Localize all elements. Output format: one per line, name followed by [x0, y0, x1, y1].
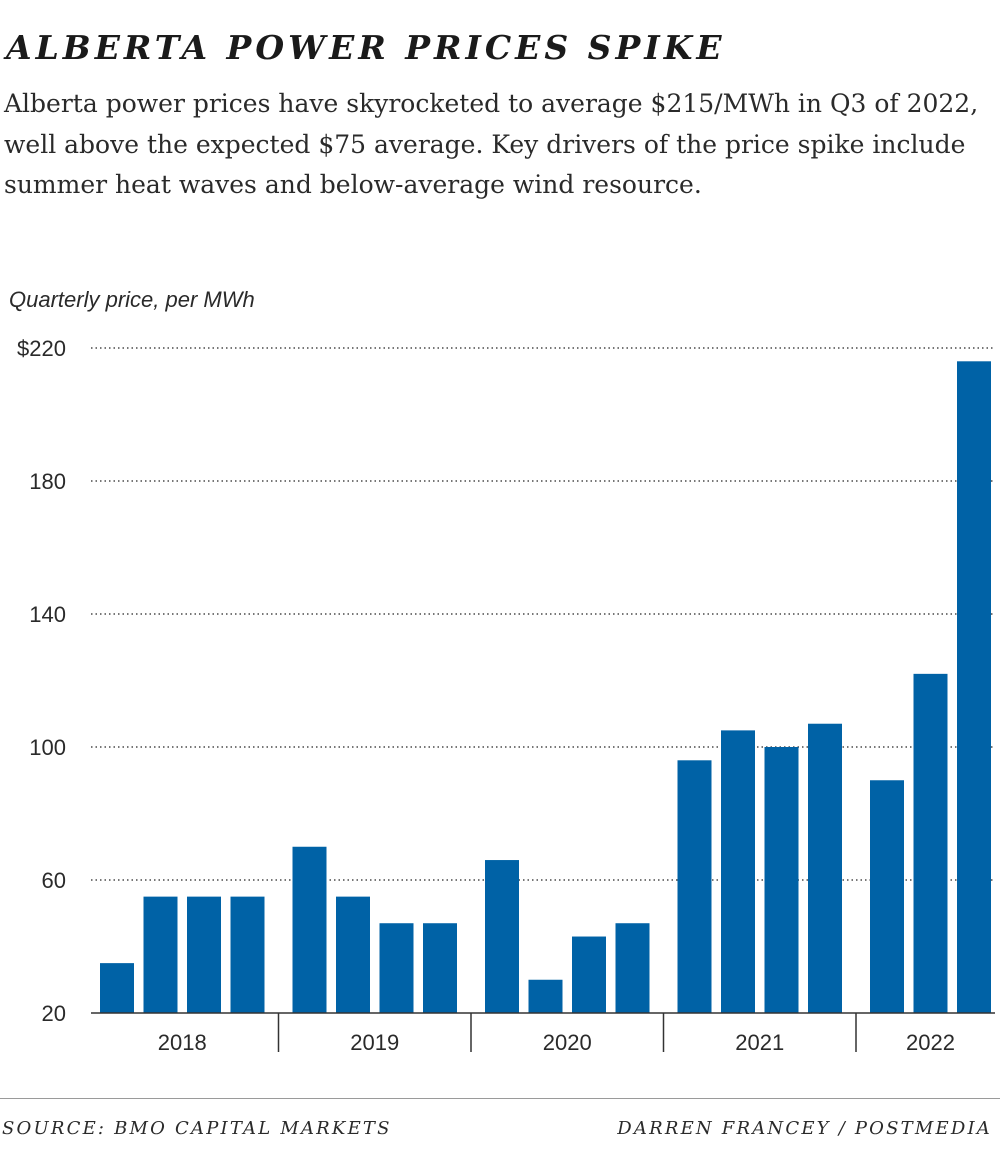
bar-chart: 20 60 100 140 180 $220 2018 2019 2020 2021 2022: [17, 336, 995, 1055]
bar: [423, 923, 457, 1013]
bar: [957, 361, 991, 1013]
footer-divider: [0, 1098, 1000, 1099]
x-tick-label: 2022: [906, 1030, 955, 1055]
bar: [528, 979, 563, 1013]
bar: [336, 896, 370, 1013]
bar: [485, 860, 519, 1013]
author-credit: DARREN FRANCEY / POSTMEDIA: [617, 1118, 992, 1139]
bar: [808, 723, 842, 1013]
bar: [143, 896, 178, 1013]
bar: [913, 673, 948, 1013]
bar: [764, 747, 799, 1013]
bar: [870, 780, 904, 1013]
bar: [379, 923, 414, 1013]
bar: [187, 896, 221, 1013]
y-tick-label: 180: [29, 469, 66, 494]
y-tick-label: 20: [42, 1001, 66, 1026]
bar: [292, 846, 327, 1013]
chart-subtitle: Alberta power prices have skyrocketed to…: [4, 89, 979, 199]
x-tick-label: 2018: [158, 1030, 207, 1055]
chart-title: ALBERTA POWER PRICES SPIKE: [6, 28, 726, 67]
y-tick-label: 100: [29, 735, 66, 760]
y-tick-label: 140: [29, 602, 66, 627]
y-axis-label: Quarterly price, per MWh: [9, 287, 255, 312]
x-tick-label: 2019: [350, 1030, 399, 1055]
bar: [572, 936, 606, 1013]
bar: [100, 963, 134, 1013]
y-tick-label: $220: [17, 336, 66, 361]
y-tick-label: 60: [42, 868, 66, 893]
x-tick-label: 2020: [543, 1030, 592, 1055]
x-tick-label: 2021: [735, 1030, 784, 1055]
source-credit: SOURCE: BMO CAPITAL MARKETS: [2, 1118, 392, 1139]
bar: [615, 923, 650, 1013]
bar: [677, 760, 712, 1013]
bar: [230, 896, 265, 1013]
bar: [721, 730, 755, 1013]
